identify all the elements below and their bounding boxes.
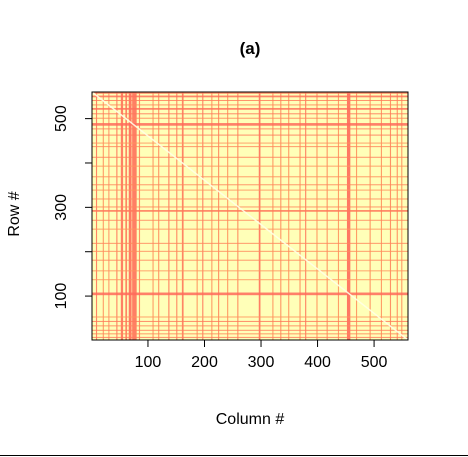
column-band-32 — [369, 92, 371, 340]
column-band-26 — [305, 92, 307, 340]
row-band-22 — [92, 156, 408, 158]
row-band-2 — [92, 333, 408, 335]
column-band-31 — [355, 92, 358, 340]
column-band-2 — [102, 92, 104, 340]
column-band-22 — [272, 92, 274, 340]
row-band-19 — [92, 184, 408, 186]
row-band-7 — [92, 292, 408, 296]
row-band-4 — [92, 325, 408, 327]
row-band-20 — [92, 176, 408, 178]
chart-title: (a) — [240, 39, 261, 58]
column-band-15 — [196, 92, 198, 340]
column-band-33 — [380, 92, 382, 340]
row-band-17 — [92, 198, 408, 200]
column-band-11 — [158, 92, 160, 340]
x-tick-label-200: 200 — [191, 354, 218, 371]
row-band-29 — [92, 113, 408, 115]
column-band-14 — [181, 92, 184, 340]
y-tick-label-500: 500 — [53, 105, 70, 132]
column-band-20 — [237, 92, 239, 340]
heatmap-area — [91, 91, 409, 341]
row-band-27 — [92, 123, 408, 126]
row-band-1 — [92, 336, 408, 338]
column-band-1 — [95, 92, 98, 340]
column-band-17 — [211, 92, 213, 340]
row-band-28 — [92, 117, 408, 119]
y-tick-label-300: 300 — [53, 194, 70, 221]
column-band-3 — [108, 92, 110, 340]
column-band-29 — [337, 92, 340, 340]
row-band-32 — [92, 99, 408, 101]
row-band-26 — [92, 128, 408, 130]
row-band-5 — [92, 320, 408, 322]
column-band-36 — [401, 92, 403, 340]
column-band-19 — [227, 92, 229, 340]
column-band-21 — [258, 92, 261, 340]
row-band-33 — [92, 95, 408, 98]
column-band-4 — [116, 92, 118, 340]
x-axis-label: Column # — [216, 411, 285, 428]
row-band-10 — [92, 259, 408, 261]
row-band-23 — [92, 146, 408, 148]
column-band-24 — [288, 92, 290, 340]
column-band-25 — [299, 92, 301, 340]
row-band-16 — [92, 206, 408, 208]
column-band-10 — [152, 92, 154, 340]
column-band-27 — [316, 92, 318, 340]
row-band-8 — [92, 279, 408, 281]
column-band-9 — [138, 92, 141, 340]
column-band-30 — [346, 92, 351, 340]
column-band-35 — [396, 92, 398, 340]
column-band-34 — [389, 92, 392, 340]
row-band-30 — [92, 107, 408, 110]
row-band-15 — [92, 210, 408, 212]
x-tick-label-400: 400 — [304, 354, 331, 371]
column-band-23 — [280, 92, 282, 340]
x-axis: 100 200 300 400 500 — [135, 340, 388, 371]
x-tick-label-300: 300 — [248, 354, 275, 371]
heatmap-diagonal — [91, 91, 409, 341]
column-bands — [95, 92, 403, 340]
row-band-25 — [92, 134, 408, 136]
row-band-13 — [92, 228, 408, 230]
x-tick-label-100: 100 — [135, 354, 162, 371]
column-band-16 — [202, 92, 204, 340]
y-axis: 100 300 500 — [53, 105, 92, 309]
row-band-12 — [92, 242, 408, 244]
row-band-9 — [92, 270, 408, 272]
column-band-12 — [168, 92, 170, 340]
row-band-11 — [92, 250, 408, 252]
row-band-34 — [92, 92, 408, 94]
row-band-24 — [92, 142, 408, 144]
row-band-3 — [92, 329, 408, 331]
row-band-14 — [92, 219, 408, 221]
column-band-18 — [218, 92, 220, 340]
column-band-6 — [125, 92, 128, 340]
x-tick-label-500: 500 — [361, 354, 388, 371]
row-band-18 — [92, 189, 408, 191]
column-band-8 — [132, 92, 137, 340]
row-band-21 — [92, 165, 408, 167]
column-band-7 — [128, 92, 132, 340]
plot-frame — [91, 91, 409, 341]
column-band-5 — [120, 92, 124, 340]
y-axis-label: Row # — [6, 191, 23, 236]
row-band-6 — [92, 316, 408, 318]
row-bands — [92, 92, 408, 338]
row-band-31 — [92, 104, 408, 106]
column-band-13 — [176, 92, 178, 340]
y-tick-label-100: 100 — [53, 283, 70, 310]
column-band-28 — [326, 92, 328, 340]
